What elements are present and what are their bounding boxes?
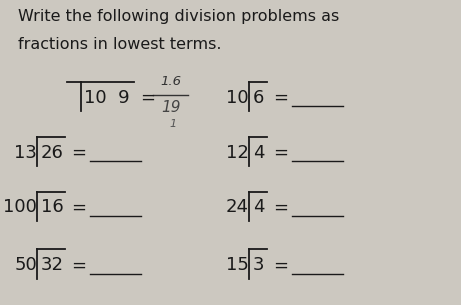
Text: 15: 15	[226, 256, 249, 274]
Text: 24: 24	[226, 198, 249, 217]
Text: 1: 1	[169, 119, 177, 129]
Text: =: =	[273, 256, 288, 274]
Text: =: =	[273, 88, 288, 107]
Text: 6: 6	[253, 88, 264, 107]
Text: fractions in lowest terms.: fractions in lowest terms.	[18, 37, 222, 52]
Text: 32: 32	[41, 256, 64, 274]
Text: 26: 26	[41, 143, 64, 162]
Text: 100: 100	[3, 198, 37, 217]
Text: 13: 13	[14, 143, 37, 162]
Text: =: =	[71, 256, 86, 274]
Text: 4: 4	[253, 143, 264, 162]
Text: 16: 16	[41, 198, 63, 217]
Text: Write the following division problems as: Write the following division problems as	[18, 9, 340, 24]
Text: 3: 3	[253, 256, 264, 274]
Text: =: =	[273, 143, 288, 162]
Text: 10: 10	[226, 88, 249, 107]
Text: 50: 50	[14, 256, 37, 274]
Text: =: =	[273, 198, 288, 217]
Text: 1.6: 1.6	[160, 75, 181, 88]
Text: 12: 12	[226, 143, 249, 162]
Text: =: =	[71, 143, 86, 162]
Text: 4: 4	[253, 198, 264, 217]
Text: =: =	[141, 88, 156, 107]
Text: 19: 19	[161, 100, 180, 116]
Text: 10  9: 10 9	[84, 88, 130, 107]
Text: =: =	[71, 198, 86, 217]
